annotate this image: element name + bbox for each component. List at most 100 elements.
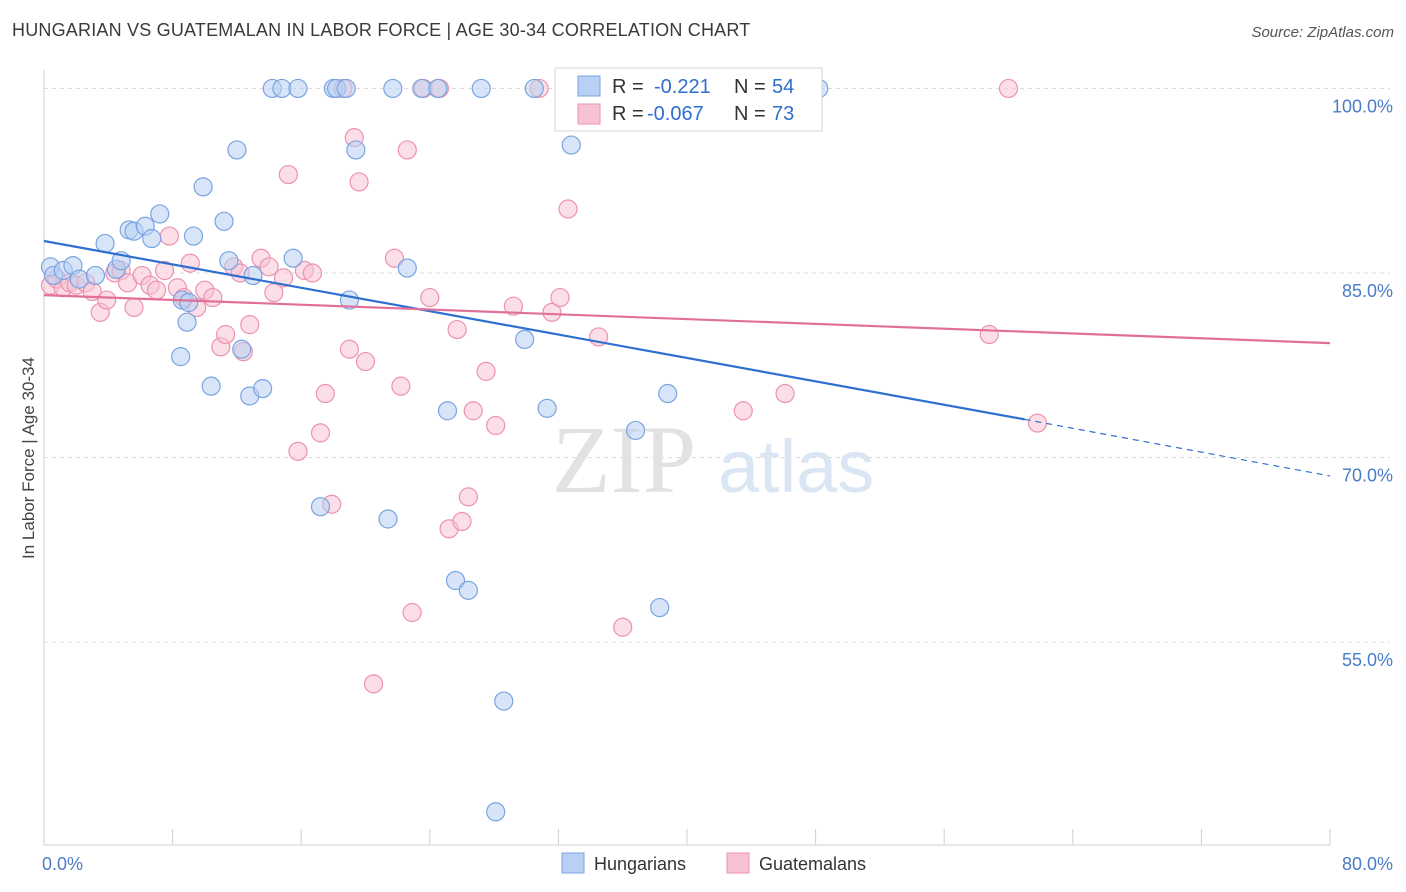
guatemalan-point (613, 617, 633, 637)
stats-legend-n-label: N = (734, 76, 766, 98)
guatemalan-point (1027, 413, 1048, 433)
guatemalan-point (363, 674, 384, 694)
guatemalan-point (310, 423, 331, 443)
stats-legend-swatch-pink (577, 103, 601, 125)
hungarian-point (524, 78, 544, 99)
hungarian-point (310, 497, 331, 517)
stats-legend-n-value: 54 (772, 76, 794, 98)
legend-label-hungarians: Hungarians (594, 854, 686, 874)
stats-legend-n-label: N = (734, 103, 766, 125)
hungarian-point (412, 78, 432, 99)
hungarian-point (515, 329, 535, 350)
hungarian-point (458, 580, 478, 600)
hungarian-point (85, 265, 106, 286)
hungarians-trend-extension (1024, 418, 1331, 477)
guatemalan-point (159, 226, 179, 246)
hungarian-point (171, 347, 191, 367)
guatemalan-point (349, 172, 369, 192)
y-tick-label: 70.0% (1342, 466, 1393, 486)
guatemalan-point (397, 140, 417, 160)
hungarian-point (437, 401, 458, 421)
guatemalan-point (315, 383, 335, 404)
guatemalan-point (355, 351, 376, 372)
hungarian-point (177, 312, 197, 332)
guatemalan-point (542, 302, 562, 322)
guatemalan-point (998, 78, 1019, 99)
hungarian-point (445, 570, 466, 591)
hungarian-point (658, 383, 678, 404)
trend-lines (43, 239, 1331, 477)
hungarian-point (219, 251, 239, 271)
guatemalans-trend-line (43, 294, 1331, 345)
y-tick-label: 85.0% (1342, 281, 1393, 301)
guatemalan-point (154, 260, 175, 281)
stats-legend-swatch-blue (577, 75, 601, 97)
hungarian-point (336, 78, 356, 99)
stats-legend: R = -0.221 N = 54 R = -0.067 N = 73 (554, 67, 823, 132)
stats-legend-r-value: -0.221 (654, 76, 711, 98)
guatemalan-point (458, 487, 478, 507)
tick-labels: 0.0% 80.0% 100.0% 85.0% 70.0% 55.0% (42, 96, 1393, 874)
y-axis-label: In Labor Force | Age 30-34 (19, 357, 38, 559)
hungarian-point (201, 376, 221, 396)
source-credit: Source: ZipAtlas.com (1251, 24, 1394, 41)
guatemalan-point (259, 257, 279, 277)
guatemalan-point (775, 383, 795, 404)
guatemalan-point (288, 441, 308, 461)
x-tick-label: 80.0% (1342, 854, 1393, 874)
hungarian-point (272, 78, 292, 99)
hungarian-point (486, 802, 506, 822)
guatemalan-point (216, 324, 236, 345)
guatemalan-point (476, 361, 496, 381)
guatemalan-point (420, 287, 440, 308)
chart-title: HUNGARIAN VS GUATEMALAN IN LABOR FORCE |… (12, 20, 751, 40)
watermark-zip: ZIP (552, 406, 696, 513)
legend-swatch-hungarians (561, 852, 585, 874)
guatemalan-point (402, 602, 422, 623)
hungarian-point (288, 78, 308, 99)
guatemalan-point (240, 315, 260, 335)
y-tick-label: 55.0% (1342, 650, 1393, 670)
guatemalan-point (203, 287, 223, 308)
guatemalan-point (384, 248, 405, 268)
hungarian-point (494, 691, 514, 711)
hungarian-point (183, 226, 204, 246)
hungarian-point (650, 597, 670, 618)
grid-lines (44, 87, 1390, 643)
hungarian-point (150, 204, 170, 224)
hungarian-point (383, 78, 403, 99)
guatemalan-point (391, 376, 411, 396)
watermark: ZIP atlas (552, 406, 874, 513)
series-legend: Hungarians Guatemalans (561, 852, 866, 874)
hungarian-point (232, 339, 252, 359)
hungarian-point (561, 135, 581, 155)
guatemalan-point (146, 280, 167, 300)
hungarian-point (179, 292, 199, 313)
guatemalan-point (463, 401, 483, 421)
guatemalan-point (558, 199, 578, 219)
guatemalan-point (733, 401, 753, 421)
y-tick-label: 100.0% (1332, 96, 1393, 116)
legend-label-guatemalans: Guatemalans (759, 854, 866, 874)
hungarian-point (227, 140, 247, 160)
hungarian-point (346, 140, 366, 160)
hungarians-trend-line (43, 239, 1025, 421)
stats-legend-r-value: -0.067 (647, 103, 704, 125)
hungarian-point (537, 398, 557, 418)
hungarian-point (193, 177, 213, 197)
stats-legend-n-value: 73 (772, 103, 794, 125)
guatemalan-point (124, 297, 144, 318)
guatemalan-point (550, 287, 570, 308)
hungarian-point (428, 78, 448, 99)
guatemalan-point (452, 511, 472, 532)
hungarian-point (397, 258, 417, 278)
hungarians-points (40, 78, 829, 822)
hungarian-point (214, 211, 234, 231)
hungarian-point (69, 269, 89, 289)
stats-legend-r-label: R = (612, 76, 644, 98)
guatemalan-point (486, 415, 506, 436)
guatemalan-point (278, 164, 298, 185)
hungarian-point (95, 233, 115, 254)
legend-swatch-guatemalans (726, 852, 750, 874)
